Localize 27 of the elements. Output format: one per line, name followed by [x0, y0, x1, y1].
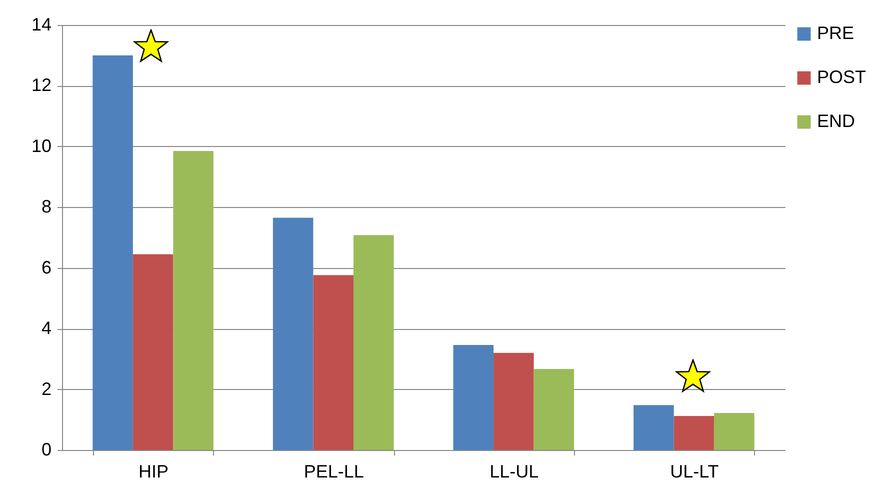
- y-tick-label: 6: [41, 257, 52, 278]
- y-tick-label: 0: [41, 440, 52, 460]
- bar: [534, 368, 574, 450]
- legend-label: POST: [817, 67, 866, 87]
- bar: [173, 150, 214, 450]
- x-tick-label: LL-UL: [490, 462, 539, 482]
- y-tick-label: 2: [41, 378, 52, 399]
- x-tick-label: HIP: [138, 462, 169, 482]
- bar: [714, 412, 754, 450]
- x-tick-label: PEL-LL: [304, 462, 364, 482]
- x-tick-label: UL-LT: [670, 462, 719, 482]
- legend-label: END: [817, 111, 856, 131]
- bar: [494, 352, 534, 450]
- bar: [674, 416, 714, 450]
- bar: [353, 235, 394, 450]
- y-tick-label: 8: [41, 196, 52, 217]
- y-tick-label: 10: [31, 136, 52, 156]
- bar: [453, 344, 494, 450]
- bar: [313, 275, 354, 450]
- bar: [92, 55, 133, 450]
- legend-label: PRE: [817, 23, 854, 43]
- bar: [634, 405, 674, 450]
- bar: [272, 218, 314, 450]
- bar: [132, 254, 174, 450]
- y-tick-label: 4: [41, 318, 52, 338]
- y-tick-label: 12: [31, 75, 52, 96]
- y-tick-label: 14: [31, 14, 52, 34]
